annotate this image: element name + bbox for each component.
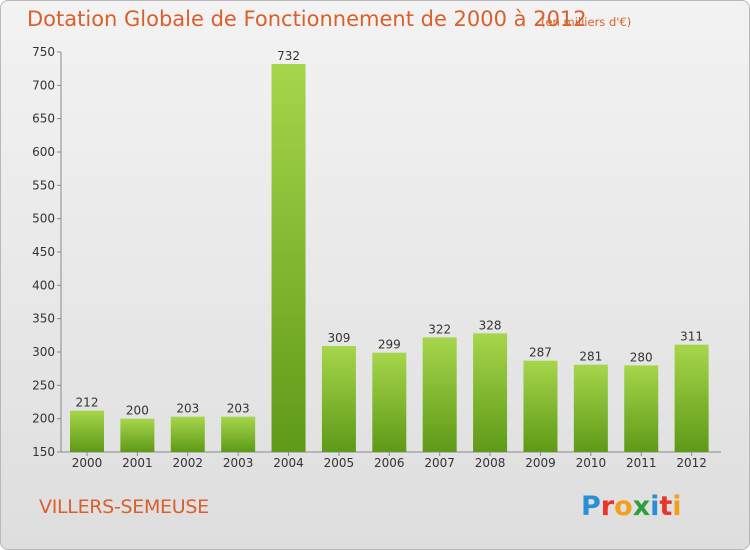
data-label: 287 <box>529 346 552 360</box>
y-tick-label: 650 <box>32 112 55 126</box>
y-tick-label: 450 <box>32 245 55 259</box>
bar-2007 <box>422 337 457 452</box>
logo-letter: i <box>672 491 682 522</box>
bar-2000 <box>70 410 104 452</box>
proxiti-logo: Proxiti <box>581 491 682 522</box>
x-tick-label: 2009 <box>525 456 556 470</box>
data-label: 200 <box>126 404 149 418</box>
bar-2009 <box>523 360 558 452</box>
city-name: VILLERS-SEMEUSE <box>39 496 209 518</box>
data-label: 281 <box>579 350 602 364</box>
data-label: 280 <box>630 350 653 364</box>
bar-2010 <box>573 364 608 452</box>
y-tick-label: 500 <box>32 212 55 226</box>
y-tick-label: 750 <box>32 45 55 59</box>
bar-2006 <box>372 352 407 452</box>
x-tick-label: 2012 <box>676 456 707 470</box>
data-label: 203 <box>227 402 250 416</box>
bar-2001 <box>120 418 155 452</box>
data-label: 309 <box>327 331 350 345</box>
y-tick-label: 350 <box>32 312 55 326</box>
logo-letter: r <box>600 491 615 522</box>
bar-2003 <box>221 416 256 452</box>
logo-letter: x <box>632 491 651 522</box>
data-label: 212 <box>76 396 99 410</box>
data-label: 311 <box>680 330 703 344</box>
x-tick-label: 2007 <box>424 456 455 470</box>
logo-letter: i <box>650 491 660 522</box>
logo-letter: P <box>581 491 601 522</box>
logo-letter: t <box>659 491 673 522</box>
y-tick-label: 550 <box>32 178 55 192</box>
chart-subtitle: (en milliers d'€) <box>541 15 632 29</box>
y-tick-label: 150 <box>32 445 55 459</box>
data-label: 322 <box>428 322 451 336</box>
y-tick-label: 600 <box>32 145 55 159</box>
x-tick-label: 2006 <box>374 456 405 470</box>
x-tick-label: 2000 <box>72 456 103 470</box>
x-tick-label: 2004 <box>273 456 304 470</box>
y-tick-label: 250 <box>32 378 55 392</box>
x-tick-label: 2003 <box>223 456 254 470</box>
y-tick-label: 300 <box>32 345 55 359</box>
logo-letter: o <box>614 491 633 522</box>
x-tick-label: 2011 <box>626 456 657 470</box>
x-tick-label: 2005 <box>324 456 355 470</box>
data-label: 328 <box>479 318 502 332</box>
y-tick-label: 400 <box>32 278 55 292</box>
data-label: 732 <box>277 49 300 63</box>
x-tick-label: 2008 <box>475 456 506 470</box>
x-tick-label: 2002 <box>172 456 203 470</box>
y-tick-label: 200 <box>32 412 55 426</box>
y-tick-label: 700 <box>32 78 55 92</box>
bar-2004 <box>271 64 306 452</box>
bar-2008 <box>473 333 508 452</box>
chart-title: Dotation Globale de Fonctionnement de 20… <box>27 7 587 31</box>
data-label: 299 <box>378 338 401 352</box>
bar-2011 <box>624 365 659 452</box>
x-tick-label: 2001 <box>122 456 153 470</box>
x-tick-label: 2010 <box>576 456 607 470</box>
bar-2002 <box>170 416 205 452</box>
bar-2012 <box>674 344 709 452</box>
bar-2005 <box>321 346 356 452</box>
data-label: 203 <box>176 402 199 416</box>
